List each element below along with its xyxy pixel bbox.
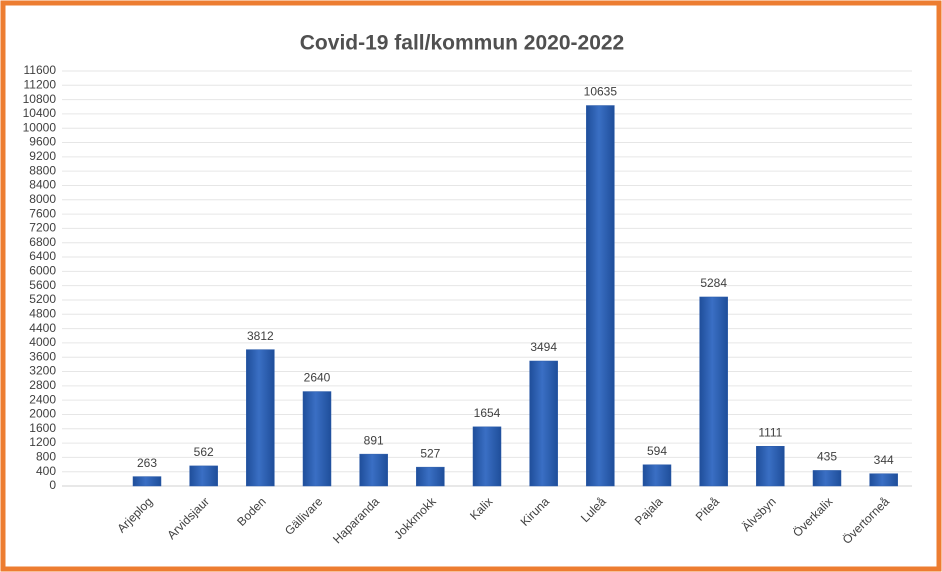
y-tick-label: 7200 <box>29 221 56 235</box>
y-tick-label: 8800 <box>29 163 56 177</box>
y-tick-label: 3200 <box>29 364 56 378</box>
bar <box>472 426 502 487</box>
y-tick-label: 3600 <box>29 349 56 363</box>
value-label: 2640 <box>304 371 331 385</box>
y-tick-label: 11200 <box>24 77 57 91</box>
y-tick-label: 10000 <box>23 120 57 134</box>
y-tick-label: 8000 <box>29 192 56 206</box>
value-label: 891 <box>364 433 384 447</box>
value-label: 5284 <box>700 276 727 290</box>
value-label: 562 <box>194 445 214 459</box>
value-label: 1654 <box>474 406 501 420</box>
y-tick-label: 8400 <box>29 178 56 192</box>
y-tick-label: 10400 <box>23 106 57 120</box>
y-tick-label: 11600 <box>24 63 57 77</box>
y-tick-label: 6000 <box>29 264 56 278</box>
value-label: 263 <box>137 456 157 470</box>
y-tick-label: 4800 <box>29 306 56 320</box>
value-label: 527 <box>420 446 440 460</box>
value-label: 1111 <box>758 425 782 439</box>
y-tick-label: 9600 <box>29 135 56 149</box>
value-label: 3812 <box>247 329 274 343</box>
y-tick-label: 400 <box>36 464 56 478</box>
bar <box>302 391 332 487</box>
y-tick-label: 4000 <box>29 335 56 349</box>
y-tick-label: 2000 <box>29 407 56 421</box>
y-tick-label: 10800 <box>23 92 57 106</box>
y-tick-label: 800 <box>36 450 56 464</box>
bar <box>699 296 728 487</box>
y-tick-label: 4400 <box>29 321 56 335</box>
value-label: 594 <box>647 444 667 458</box>
y-tick-label: 0 <box>49 478 56 492</box>
y-tick-label: 2400 <box>29 392 56 406</box>
y-tick-label: 5600 <box>29 278 56 292</box>
y-tick-label: 1600 <box>29 421 56 435</box>
y-tick-label: 6400 <box>29 249 56 263</box>
value-label: 10635 <box>584 85 618 99</box>
y-tick-label: 6800 <box>29 235 56 249</box>
bar <box>869 473 898 487</box>
y-tick-label: 2800 <box>29 378 56 392</box>
bar <box>359 453 388 487</box>
bar <box>246 349 275 487</box>
value-label: 344 <box>874 453 894 467</box>
value-label: 3494 <box>530 340 557 354</box>
y-tick-label: 9200 <box>29 149 56 163</box>
y-tick-label: 7600 <box>29 206 56 220</box>
bar <box>416 466 445 487</box>
bar <box>586 105 615 487</box>
bar <box>642 464 672 487</box>
value-label: 435 <box>817 450 837 464</box>
chart-title: Covid-19 fall/kommun 2020-2022 <box>300 32 624 55</box>
bar <box>189 465 218 487</box>
bar <box>132 476 162 487</box>
y-tick-label: 1200 <box>29 435 56 449</box>
bar <box>812 470 842 487</box>
bar <box>756 446 785 487</box>
bar <box>529 360 558 487</box>
y-tick-label: 5200 <box>29 292 56 306</box>
